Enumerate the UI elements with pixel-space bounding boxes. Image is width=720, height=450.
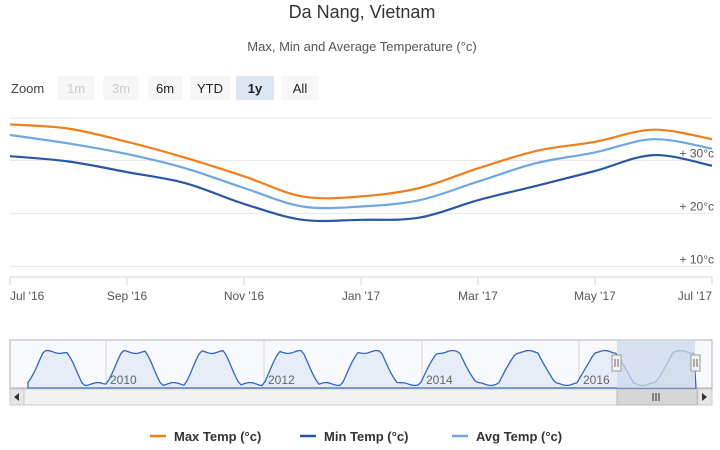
- chart-title: Da Nang, Vietnam: [289, 2, 436, 22]
- zoom-button-ytd[interactable]: YTD: [190, 76, 230, 100]
- legend-label: Avg Temp (°c): [476, 429, 562, 444]
- y-tick-label: + 30°c: [680, 146, 715, 160]
- zoom-button-label: 3m: [112, 81, 130, 96]
- zoom-button-background[interactable]: [281, 76, 319, 100]
- x-tick-label: Sep '16: [107, 289, 148, 303]
- navigator-year-label: 2010: [110, 373, 137, 387]
- scroll-right-arrow-icon: [702, 393, 707, 401]
- scrollbar-thumb[interactable]: [616, 388, 698, 406]
- navigator-right-handle[interactable]: [690, 354, 701, 372]
- chart-subtitle: Max, Min and Average Temperature (°c): [247, 39, 476, 54]
- legend: Max Temp (°c) Min Temp (°c) Avg Temp (°c): [150, 429, 562, 444]
- zoom-button-label: YTD: [197, 81, 223, 96]
- zoom-button-label: All: [293, 81, 308, 96]
- y-tick-label: + 10°c: [680, 252, 715, 266]
- zoom-button-label: 6m: [156, 81, 174, 96]
- grid-lines: [10, 117, 712, 267]
- navigator[interactable]: 2010 2012 2014 2016: [9, 339, 713, 389]
- zoom-button-background[interactable]: [148, 76, 182, 100]
- y-axis-labels: + 10°c + 20°c + 30°c: [680, 146, 715, 266]
- legend-label: Max Temp (°c): [174, 429, 261, 444]
- navigator-left-handle-box[interactable]: [611, 354, 622, 372]
- navigator-left-handle[interactable]: [611, 354, 622, 372]
- zoom-buttons: 1m 3m 6m YTD 1y All: [58, 76, 319, 100]
- zoom-button-background[interactable]: [190, 76, 230, 100]
- legend-label: Min Temp (°c): [324, 429, 408, 444]
- zoom-button-label: 1m: [67, 81, 85, 96]
- x-tick-label: Jan '17: [342, 289, 381, 303]
- zoom-button-all[interactable]: All: [281, 76, 319, 100]
- navigator-scrollbar[interactable]: [9, 388, 713, 406]
- avg-temp-line: [9, 133, 713, 210]
- max-temp-line: [9, 123, 713, 200]
- legend-item-min-temp[interactable]: Min Temp (°c): [300, 429, 408, 444]
- zoom-button-background[interactable]: [236, 76, 274, 100]
- x-tick-label: May '17: [574, 289, 616, 303]
- series-lines: [9, 123, 713, 223]
- navigator-series: [27, 349, 697, 389]
- x-tick-label: Jul '16: [10, 289, 45, 303]
- x-tick-label: Nov '16: [224, 289, 265, 303]
- x-tick-label: Jul '17: [678, 289, 713, 303]
- legend-item-avg-temp[interactable]: Avg Temp (°c): [452, 429, 562, 444]
- zoom-button-background[interactable]: [103, 76, 139, 100]
- zoom-label: Zoom: [11, 81, 44, 96]
- zoom-button-background[interactable]: [58, 76, 94, 100]
- zoom-button-1y[interactable]: 1y: [236, 76, 274, 100]
- min-temp-line: [9, 153, 713, 223]
- x-tick-label: Mar '17: [458, 289, 498, 303]
- scrollbar-track[interactable]: [9, 388, 713, 406]
- zoom-button-6m[interactable]: 6m: [148, 76, 182, 100]
- zoom-button-label: 1y: [248, 81, 263, 96]
- navigator-year-label: 2014: [426, 373, 453, 387]
- legend-item-max-temp[interactable]: Max Temp (°c): [150, 429, 261, 444]
- navigator-year-label: 2012: [268, 373, 295, 387]
- y-tick-label: + 20°c: [680, 199, 715, 213]
- navigator-right-handle-box[interactable]: [690, 354, 701, 372]
- navigator-year-labels: 2010 2012 2014 2016: [110, 373, 610, 387]
- x-axis-ticks: Jul '16 Sep '16 Nov '16 Jan '17 Mar '17 May '…: [9, 277, 713, 303]
- zoom-button-3m[interactable]: 3m: [103, 76, 139, 100]
- navigator-year-label: 2016: [583, 373, 610, 387]
- scroll-left-arrow-icon: [14, 393, 19, 401]
- navigator-selected-range[interactable]: [617, 340, 695, 388]
- zoom-button-1m[interactable]: 1m: [58, 76, 94, 100]
